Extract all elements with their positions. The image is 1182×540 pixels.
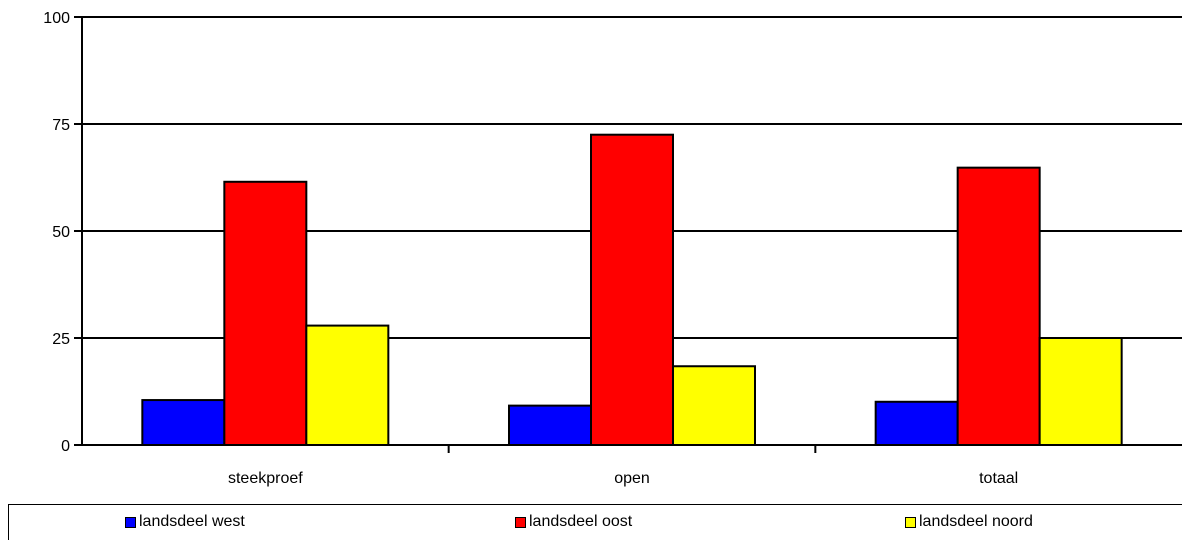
bar-landsdeel-noord-totaal xyxy=(1038,337,1123,446)
x-tick-labels: steekproef open totaal xyxy=(228,470,1018,487)
bar-landsdeel-oost-steekproef xyxy=(223,180,308,446)
legend-swatch-oost xyxy=(515,516,526,528)
x-tick-label: totaal xyxy=(979,470,1018,487)
y-tick-label: 0 xyxy=(61,438,70,455)
legend-item-noord: landsdeel noord xyxy=(905,513,1033,531)
x-tick-label: steekproef xyxy=(228,470,303,487)
legend-label-oost: landsdeel oost xyxy=(529,513,633,530)
bar-landsdeel-noord-steekproef xyxy=(305,324,390,447)
x-tick-label: open xyxy=(614,470,650,487)
legend-label-noord: landsdeel noord xyxy=(919,513,1033,530)
bar-landsdeel-oost-totaal xyxy=(956,166,1041,446)
y-tick-label: 75 xyxy=(52,117,70,134)
bar-landsdeel-west-totaal xyxy=(874,400,959,447)
bar-landsdeel-oost-open xyxy=(590,133,674,446)
bar-landsdeel-noord-open xyxy=(672,365,756,446)
legend-swatch-noord xyxy=(905,516,916,528)
legend-label-west: landsdeel west xyxy=(139,513,245,530)
bars xyxy=(141,133,1123,447)
bar-landsdeel-west-open xyxy=(508,404,592,446)
legend-item-oost: landsdeel oost xyxy=(515,513,632,531)
y-tick-label: 50 xyxy=(52,224,70,241)
legend-swatch-west xyxy=(125,516,136,528)
bar-chart: 0 25 50 75 100 steekproef open totaal xyxy=(43,10,1182,487)
legend-item-west: landsdeel west xyxy=(125,513,245,531)
y-tick-label: 100 xyxy=(43,10,70,27)
axes xyxy=(74,16,1182,453)
bar-landsdeel-west-steekproef xyxy=(141,399,226,446)
y-tick-label: 25 xyxy=(52,331,70,348)
legend: landsdeel west landsdeel oost landsdeel … xyxy=(8,504,1182,540)
y-tick-labels: 0 25 50 75 100 xyxy=(43,10,70,455)
